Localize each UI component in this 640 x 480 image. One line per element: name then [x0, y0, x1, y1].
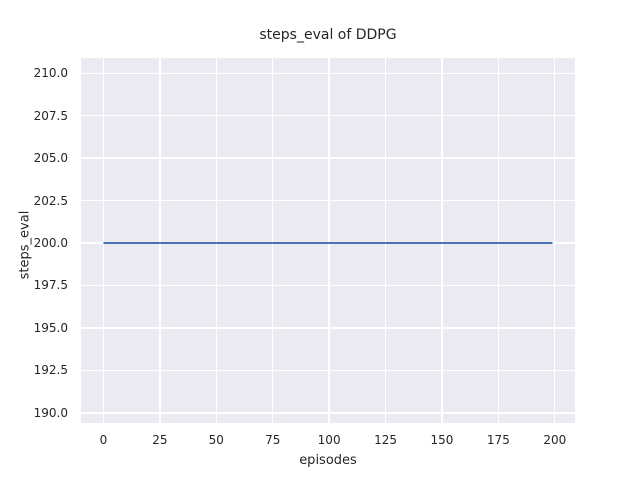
x-tick-label: 25 [152, 433, 168, 447]
y-tick-label: 205.0 [33, 151, 68, 166]
series-layer [103, 242, 553, 245]
x-tick-label: 175 [486, 433, 510, 447]
y-gridline [81, 72, 575, 74]
y-gridline [81, 199, 575, 202]
y-tick-label: 210.0 [33, 66, 68, 81]
y-gridline [81, 157, 575, 159]
chart-title: steps_eval of DDPG [259, 27, 397, 43]
x-tick-label: 100 [317, 433, 341, 447]
x-tick-label: 50 [208, 433, 224, 447]
y-gridline [81, 369, 575, 372]
x-gridline [441, 58, 443, 423]
x-tick-label: 75 [265, 433, 281, 447]
x-tick-label: 125 [374, 433, 397, 447]
y-tick-label: 195.0 [33, 320, 68, 335]
y-gridline [81, 412, 575, 414]
x-gridline [159, 58, 161, 423]
x-gridline [102, 58, 105, 423]
x-tick-label: 150 [430, 433, 454, 447]
x-gridline [554, 58, 556, 423]
y-tick-label: 190.0 [33, 405, 68, 420]
y-gridline [81, 327, 575, 329]
y-tick-label: 207.5 [33, 108, 68, 123]
y-tick-label: 202.5 [33, 193, 68, 208]
y-gridline [81, 115, 575, 117]
x-tick-label: 0 [99, 433, 108, 447]
y-tick-label: 197.5 [33, 278, 68, 293]
plot-area [81, 58, 575, 423]
x-axis-label: episodes [299, 453, 357, 468]
y-tick-label: 192.5 [33, 363, 68, 378]
x-gridline [272, 58, 274, 423]
x-gridline [384, 58, 387, 423]
x-tick-label: 200 [543, 433, 567, 447]
x-gridline [497, 58, 500, 423]
x-gridline [328, 58, 330, 423]
y-tick-label: 200.0 [33, 236, 68, 251]
x-gridline [215, 58, 217, 423]
y-gridline [81, 284, 575, 287]
